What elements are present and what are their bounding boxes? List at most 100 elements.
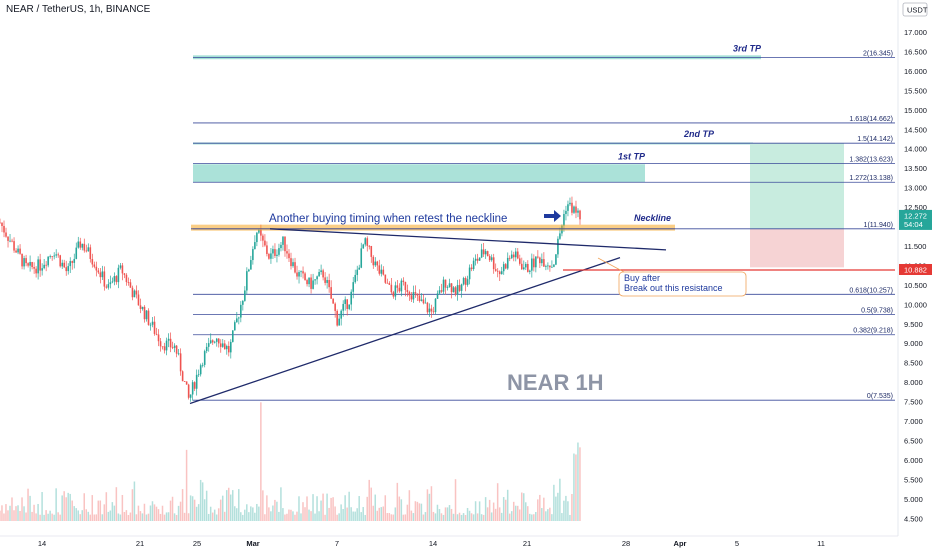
volume-bar — [336, 514, 338, 521]
candle-body — [512, 254, 515, 258]
candle-body — [193, 382, 196, 389]
current-price-value: 12.272 — [904, 211, 927, 220]
candle-body — [143, 306, 146, 320]
volume-bar — [537, 499, 539, 521]
volume-bar — [569, 514, 571, 521]
candle-body — [476, 258, 479, 261]
candle-body — [541, 259, 543, 264]
volume-bar — [348, 491, 350, 521]
volume-bar — [75, 508, 77, 521]
x-tick: Mar — [246, 539, 259, 548]
arrow-icon — [544, 210, 561, 222]
volume-bar — [290, 509, 292, 521]
candle-body — [300, 271, 302, 273]
volume-bar — [57, 512, 59, 521]
volume-bar — [525, 502, 527, 521]
y-tick: 16.500 — [904, 47, 927, 56]
candle-body — [248, 269, 250, 272]
buy-note-line2: Break out this resistance — [624, 283, 723, 293]
candle-body — [308, 277, 310, 285]
candle-body — [490, 257, 493, 261]
candle-body — [135, 290, 138, 295]
candle-body — [296, 272, 298, 277]
x-tick: 5 — [735, 539, 739, 548]
candle-body — [145, 310, 148, 320]
volume-bar — [187, 513, 190, 521]
candle-body — [115, 276, 118, 283]
volume-bar — [260, 402, 262, 521]
candle-body — [167, 338, 170, 341]
volume-bar — [51, 513, 53, 521]
volume-bar — [356, 508, 358, 521]
volume-bar — [161, 505, 164, 521]
volume-bar — [143, 503, 146, 521]
volume-bar — [324, 514, 326, 521]
volume-bar — [358, 496, 360, 521]
candle-body — [159, 341, 162, 347]
candle-body — [207, 343, 210, 347]
candle-body — [151, 321, 154, 325]
volume-bar — [169, 500, 172, 521]
candle-body — [19, 248, 21, 254]
resistance-value: 10.882 — [904, 265, 927, 274]
volume-bar — [298, 496, 300, 521]
volume-bar — [398, 496, 401, 521]
candle-body — [460, 284, 463, 291]
volume-bar — [466, 507, 469, 521]
candle-body — [59, 255, 62, 267]
candle-body — [456, 285, 459, 295]
candle-body — [183, 381, 186, 382]
candle-body — [43, 264, 45, 269]
candle-body — [350, 291, 353, 305]
volume-bar — [302, 502, 304, 521]
volume-bar — [352, 511, 354, 521]
candle-body — [380, 269, 383, 274]
volume-bar — [454, 479, 457, 521]
volume-bar — [23, 506, 25, 521]
volume-bar — [256, 503, 258, 521]
candle-body — [250, 260, 252, 270]
volume-bar — [211, 512, 214, 521]
volume-bar — [384, 495, 387, 521]
candle-body — [165, 340, 168, 351]
volume-bar — [121, 494, 124, 521]
volume-bar — [545, 511, 547, 521]
volume-bar — [125, 510, 128, 521]
volume-bar — [386, 513, 389, 521]
volume-bar — [565, 495, 567, 521]
candle-body — [549, 265, 551, 268]
volume-bar — [388, 513, 391, 521]
volume-bar — [205, 490, 208, 521]
volume-bar — [492, 502, 495, 521]
volume-bar — [539, 494, 541, 521]
candle-body — [332, 298, 334, 304]
candle-body — [67, 266, 70, 272]
candle-body — [426, 302, 429, 313]
volume-bar — [5, 504, 7, 521]
currency-badge[interactable]: USDT — [902, 2, 928, 17]
volume-bar — [113, 505, 116, 521]
volume-bar — [555, 496, 557, 521]
candle-body — [33, 267, 35, 269]
x-tick: 21 — [136, 539, 144, 548]
volume-bar — [103, 504, 106, 521]
y-tick: 13.500 — [904, 164, 927, 173]
fib-label: 0.618(10.257) — [849, 287, 893, 294]
candle-body — [171, 347, 174, 349]
volume-bar — [115, 487, 118, 521]
volume-bar — [21, 497, 23, 521]
volume-bar — [157, 509, 160, 521]
candle-body — [272, 249, 274, 254]
volume-bar — [129, 512, 132, 521]
candle-body — [356, 269, 359, 275]
volume-bar — [304, 507, 306, 521]
volume-bar — [440, 513, 443, 521]
candle-body — [334, 303, 336, 311]
volume-bar — [258, 506, 260, 521]
candle-body — [496, 270, 499, 272]
volume-bar — [426, 489, 429, 521]
candle-body — [424, 302, 427, 304]
volume-bar — [109, 510, 112, 521]
candle-body — [270, 253, 272, 259]
